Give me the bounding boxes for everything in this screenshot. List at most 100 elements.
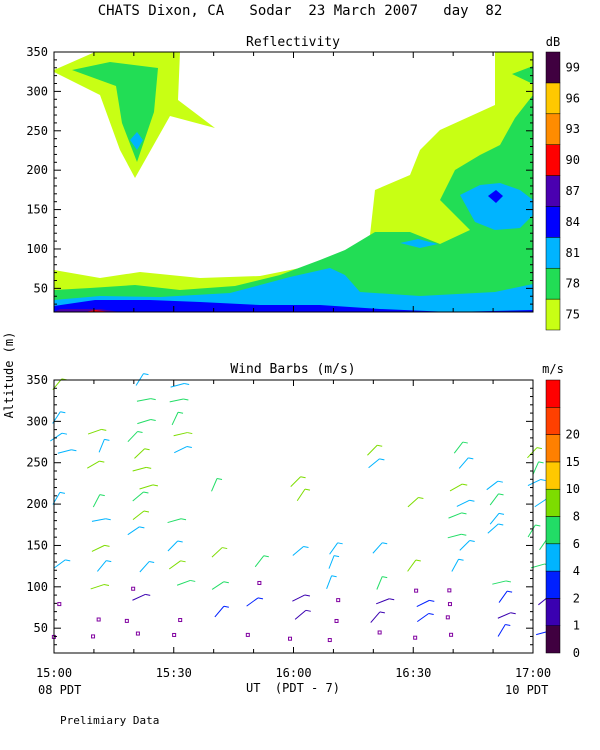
reflectivity-colorbar: 75 78 81 84 87 90 93 96 99: [545, 51, 580, 331]
wind-barb-flag: [505, 580, 512, 583]
wind-barb: [214, 605, 225, 618]
wind-barb-flag: [331, 575, 337, 578]
colorbar-swatch: [545, 237, 561, 269]
colorbar-label: 6: [573, 537, 580, 551]
wind-barb: [168, 560, 181, 570]
reflectivity-title: Reflectivity: [246, 35, 340, 50]
wind-barb: [329, 542, 339, 555]
wind-barb: [294, 609, 307, 620]
wind-barb: [326, 575, 333, 589]
refl-region-84-b: [488, 190, 503, 203]
wind-barb: [173, 432, 188, 437]
y-axis-label: Altitude (m): [2, 332, 16, 419]
wind-barb: [448, 512, 462, 519]
y-tick-label: 150: [26, 203, 48, 217]
wind-barb: [132, 593, 146, 601]
wind-barb-flag: [263, 555, 269, 558]
refl-region-78: [54, 95, 533, 312]
wind-barb-flag: [377, 444, 383, 447]
wind-barb: [456, 499, 470, 507]
wind-colorbar-unit: m/s: [542, 362, 564, 376]
calm-marker: [336, 598, 341, 603]
calm-marker: [334, 618, 339, 623]
colorbar-swatch: [545, 407, 561, 435]
calm-marker: [91, 634, 96, 639]
wind-barb-flag: [498, 493, 504, 496]
colorbar-label: 20: [566, 428, 580, 442]
wind-barb: [174, 446, 188, 454]
wind-barb-flag: [304, 594, 311, 597]
wind-barb: [96, 560, 107, 572]
wind-barb-flag: [458, 558, 464, 561]
wind-barb: [137, 419, 151, 425]
colorbar-label: 99: [566, 60, 580, 74]
colorbar-label: 81: [566, 246, 580, 260]
x-axis-label: UT (PDT - 7): [246, 681, 340, 695]
wind-barb-flag: [498, 512, 505, 515]
figure-title: CHATS Dixon, CA Sodar 23 March 2007 day …: [98, 3, 503, 19]
wind-barb-flag: [461, 533, 467, 536]
colorbar-swatch: [545, 461, 561, 490]
wind-barb-flag: [106, 560, 112, 563]
wind-barb-flag: [99, 460, 105, 463]
wind-barb: [489, 513, 500, 525]
wind-barb: [296, 488, 306, 502]
calm-marker: [172, 632, 177, 637]
wind-barb: [497, 612, 511, 619]
wind-barb: [376, 576, 383, 590]
wind-barb: [486, 480, 499, 491]
wind-barb-flag: [143, 510, 150, 513]
wind-barb: [53, 559, 66, 569]
colorbar-label: 96: [566, 91, 580, 105]
wind-barb-flag: [146, 466, 152, 469]
wind-barb-axes: 50 100 150 200 250 300 350 15:00 15:30 16:00 16:30…: [26, 373, 551, 680]
wind-barb: [211, 547, 223, 558]
wind-barb-flag: [497, 480, 503, 483]
wind-barb: [92, 494, 101, 508]
wind-barb: [127, 431, 138, 443]
colorbar-label: 15: [566, 455, 580, 469]
wind-barb-flag: [468, 457, 474, 460]
wind-barb-flag: [143, 491, 149, 494]
wind-barb-flag: [150, 419, 156, 422]
wind-barb-flag: [510, 612, 516, 615]
calm-marker: [414, 588, 419, 593]
wind-barb: [171, 412, 179, 426]
calm-marker: [445, 615, 450, 620]
colorbar-label: 93: [566, 122, 580, 136]
wind-barb: [449, 483, 463, 492]
wind-barb-flag: [186, 446, 192, 449]
start-local-time: 08 PDT: [38, 683, 81, 697]
y-tick-label: 350: [26, 45, 48, 59]
colorbar-swatch: [545, 516, 561, 545]
colorbar-label: 2: [573, 591, 580, 605]
wind-barb-flag: [498, 523, 504, 526]
wind-barb: [132, 466, 147, 472]
wind-barb-flag: [152, 484, 159, 487]
wind-barb: [98, 439, 105, 453]
y-tick-label: 200: [26, 497, 48, 511]
refl-region-78-c: [512, 66, 533, 84]
refl-region-81-c: [400, 239, 438, 248]
wind-barb-flag: [223, 605, 229, 608]
wind-barb: [368, 458, 380, 469]
calm-marker: [135, 631, 140, 636]
calm-marker: [327, 638, 332, 643]
x-tick-label: 16:00: [275, 666, 311, 680]
y-tick-label: 200: [26, 163, 48, 177]
y-tick-label: 250: [26, 456, 48, 470]
wind-barb-flag: [150, 398, 156, 401]
y-tick-label: 100: [26, 580, 48, 594]
wind-barb: [132, 491, 144, 502]
wind-barb: [169, 398, 184, 403]
calm-marker: [131, 586, 136, 591]
wind-barb-flag: [505, 624, 511, 626]
wind-barb-flag: [428, 613, 434, 615]
wind-barb: [453, 441, 464, 454]
end-local-time: 10 PDT: [505, 683, 548, 697]
wind-barb-flag: [304, 488, 311, 491]
wind-barb: [459, 540, 471, 551]
calm-marker: [245, 632, 250, 637]
colorbar-swatch: [545, 570, 561, 599]
